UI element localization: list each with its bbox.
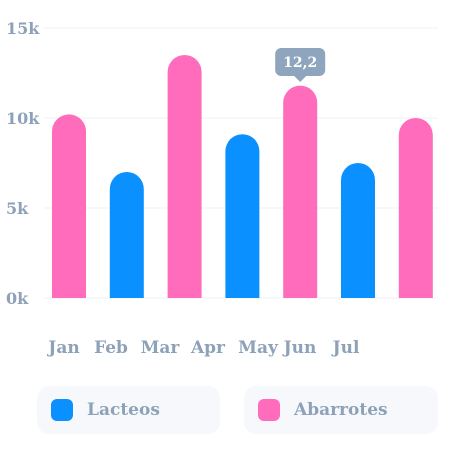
y-tick-label: 0k (6, 289, 29, 308)
legend-label-lacteos: Lacteos (87, 400, 160, 420)
y-tick-label: 10k (6, 109, 40, 128)
x-tick-label: May (238, 338, 279, 358)
bar-abarrotes[interactable] (52, 114, 86, 298)
y-tick-label: 15k (6, 19, 40, 38)
x-tick-label: Mar (141, 338, 181, 358)
legend-label-abarrotes: Abarrotes (294, 400, 388, 420)
legend-item-lacteos[interactable]: Lacteos (37, 386, 220, 434)
bar-abarrotes[interactable] (398, 118, 433, 298)
x-tick-label: Jul (331, 338, 360, 358)
bar-abarrotes[interactable] (167, 55, 202, 299)
x-tick-label: Feb (94, 338, 128, 358)
tooltip-box (275, 48, 326, 76)
bar-lacteos[interactable] (109, 172, 144, 298)
abarrotes-swatch (258, 399, 280, 421)
y-tick-label: 5k (6, 199, 29, 218)
lacteos-swatch (51, 399, 73, 421)
tooltip-label: 12,2 (283, 55, 317, 71)
x-tick-label: Jan (46, 338, 79, 358)
bar-chart: 0k 5k 10k 15k Jan Feb Mar Apr May Jun Jul 12,2 (6, 19, 438, 358)
x-tick-label: Jun (282, 338, 317, 358)
x-tick-label: Apr (190, 338, 226, 358)
tooltip-pointer (294, 76, 307, 82)
bar-lacteos[interactable] (341, 163, 375, 298)
bar-lacteos[interactable] (225, 134, 260, 298)
legend-item-abarrotes[interactable]: Abarrotes (244, 386, 438, 434)
bar-abarrotes[interactable] (283, 85, 318, 298)
